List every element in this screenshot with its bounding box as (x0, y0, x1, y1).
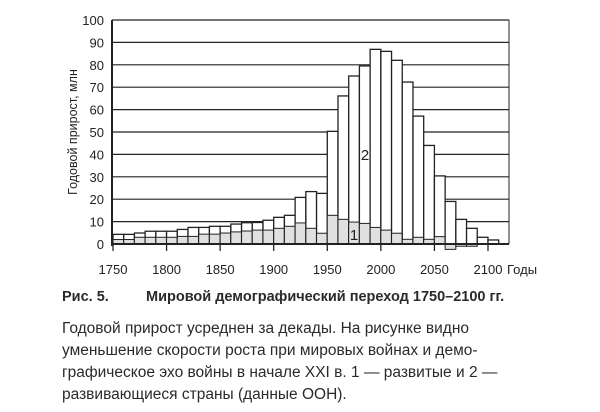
chart: 0 10 20 30 40 50 60 70 80 90 100 1750 1800 1850 1900 19… (66, 13, 537, 277)
description-line: графическое эхо войны в начале XXI в. 1 … (62, 364, 498, 381)
y-tick-label: 70 (90, 80, 104, 95)
x-axis-label: Годы (507, 262, 537, 277)
y-tick-label: 80 (90, 58, 104, 73)
bar-series-1 (176, 235, 189, 245)
bar-series-1 (337, 218, 350, 245)
bar-series-1 (433, 236, 446, 245)
x-tick-label: 1800 (152, 262, 181, 277)
y-tick-label: 10 (90, 215, 104, 230)
bar-series-1 (305, 227, 318, 245)
bar-series-2 (433, 175, 446, 245)
x-tick-label: 2000 (366, 262, 395, 277)
y-tick-label: 50 (90, 125, 104, 140)
bar-series-1 (412, 236, 425, 245)
description-line: развивающиеся страны (данные ООН). (62, 386, 347, 403)
bar-series-2 (390, 59, 403, 245)
bar-series-2 (455, 218, 468, 245)
bar-series-2 (444, 200, 457, 245)
bar-series-2 (380, 50, 393, 245)
description-line: Годовой прирост усреднен за декады. На р… (62, 320, 470, 337)
bar-series-1 (369, 226, 382, 245)
bar-series-1 (133, 236, 146, 245)
bar-series-1 (391, 232, 403, 245)
bar-series-1 (144, 236, 157, 245)
y-tick-label: 60 (90, 103, 104, 118)
bar-series-2 (369, 48, 382, 245)
bar-series-1 (294, 222, 307, 245)
bar-series-1 (358, 222, 371, 245)
description-line: уменьшение скорости роста при мировых во… (62, 342, 478, 359)
figure-caption: Рис. 5. Мировой демографический переход 1… (62, 289, 504, 305)
bar-series-1 (155, 236, 168, 245)
y-axis-label: Годовой прирост, млн (66, 69, 80, 195)
y-tick-label: 30 (90, 170, 104, 185)
x-tick-label: 1950 (313, 262, 342, 277)
x-tick-label: 1900 (259, 262, 288, 277)
bar-series-1 (273, 227, 285, 245)
bar-series-1 (219, 232, 232, 245)
bar-series-1 (241, 230, 253, 245)
bar-series-2 (348, 75, 361, 245)
series-2-label: 2 (361, 147, 369, 164)
bar-series-1 (208, 233, 221, 245)
bar-series-1 (380, 229, 393, 245)
bar-series-1 (230, 231, 243, 245)
y-tick-label: 40 (90, 147, 104, 162)
y-tick-label: 100 (82, 13, 104, 28)
bar-series-1 (316, 232, 328, 245)
bar-series-1 (166, 236, 178, 245)
y-tick-label: 20 (90, 192, 104, 207)
bar-series-1 (187, 235, 200, 245)
y-tick-label: 0 (97, 237, 104, 252)
y-tick-label: 90 (90, 35, 104, 50)
figure-title: Мировой демографический переход 1750–210… (146, 289, 505, 305)
bar-series-1 (283, 225, 296, 245)
bar-series-2 (476, 236, 489, 245)
bar-series-1 (198, 233, 210, 245)
x-tick-label: 1750 (99, 262, 128, 277)
bar-series-2 (401, 81, 414, 245)
x-tick-label: 2050 (420, 262, 449, 277)
x-tick-label: 2100 (474, 262, 503, 277)
bar-series-2 (412, 115, 425, 245)
bar-series-1 (251, 229, 264, 245)
figure-number: Рис. 5. (62, 289, 109, 305)
bar-series-2 (465, 227, 478, 245)
bar-series-1 (326, 214, 339, 245)
bar-series-1 (262, 229, 275, 245)
series-1-label: 1 (350, 227, 358, 244)
bar-series-2 (423, 144, 436, 245)
x-tick-label: 1850 (206, 262, 235, 277)
figure-description: Годовой прирост усреднен за декады. На р… (62, 318, 542, 406)
